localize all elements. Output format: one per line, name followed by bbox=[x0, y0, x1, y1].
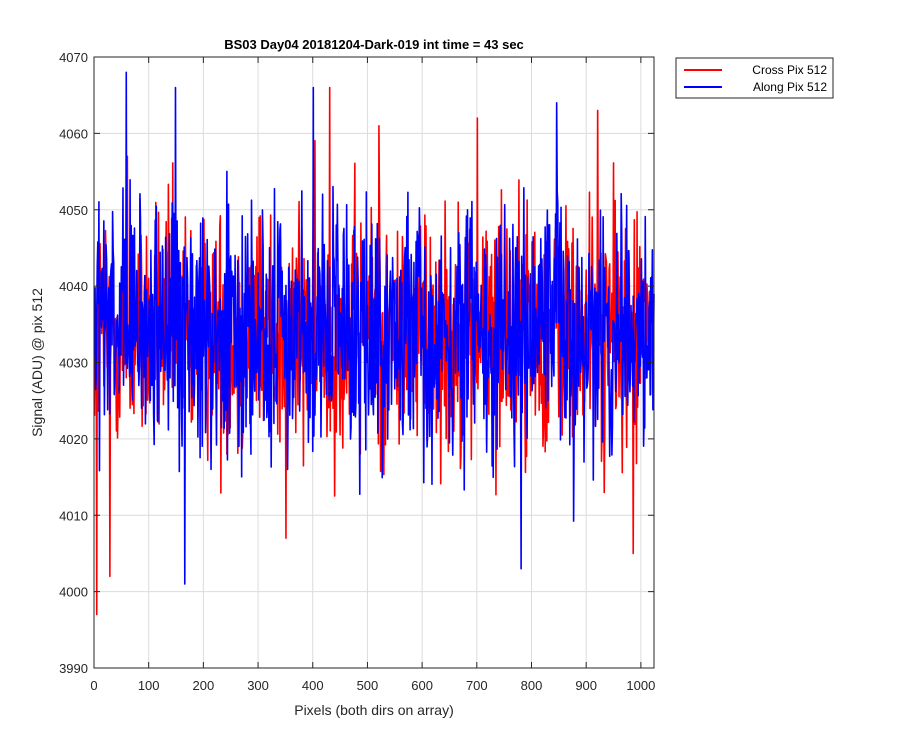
series-line-along bbox=[93, 71, 655, 585]
x-axis-label: Pixels (both dirs on array) bbox=[294, 702, 454, 718]
x-tick-label: 500 bbox=[357, 678, 379, 693]
x-tick-label: 600 bbox=[411, 678, 433, 693]
y-tick-label: 4040 bbox=[59, 279, 88, 294]
x-tick-label: 700 bbox=[466, 678, 488, 693]
x-tick-label: 400 bbox=[302, 678, 324, 693]
legend-box bbox=[675, 57, 834, 99]
ticks: 0 100 200 300 400 500 600 700 800 900 1000 3990 4000… bbox=[59, 50, 655, 693]
y-tick-label: 4000 bbox=[59, 585, 88, 600]
chart-title: BS03 Day04 20181204-Dark-019 int time = … bbox=[224, 37, 524, 52]
x-tick-label: 900 bbox=[575, 678, 597, 693]
y-tick-label: 4010 bbox=[59, 508, 88, 523]
y-tick-label: 4060 bbox=[59, 126, 88, 141]
y-tick-label: 4030 bbox=[59, 356, 88, 371]
y-axis-label: Signal (ADU) @ pix 512 bbox=[29, 288, 45, 437]
x-tick-label: 100 bbox=[138, 678, 160, 693]
y-tick-label: 3990 bbox=[59, 661, 88, 676]
legend-label-along: Along Pix 512 bbox=[753, 80, 827, 94]
y-tick-label: 4070 bbox=[59, 50, 88, 65]
x-tick-label: 0 bbox=[90, 678, 97, 693]
legend: Cross Pix 512 Along Pix 512 bbox=[675, 57, 834, 99]
x-tick-label: 200 bbox=[193, 678, 215, 693]
legend-label-cross: Cross Pix 512 bbox=[752, 63, 827, 77]
y-tick-label: 4050 bbox=[59, 203, 88, 218]
y-tick-label: 4020 bbox=[59, 432, 88, 447]
x-tick-label: 1000 bbox=[626, 678, 655, 693]
x-tick-label: 300 bbox=[247, 678, 269, 693]
x-tick-label: 800 bbox=[521, 678, 543, 693]
series-layer bbox=[93, 71, 655, 616]
